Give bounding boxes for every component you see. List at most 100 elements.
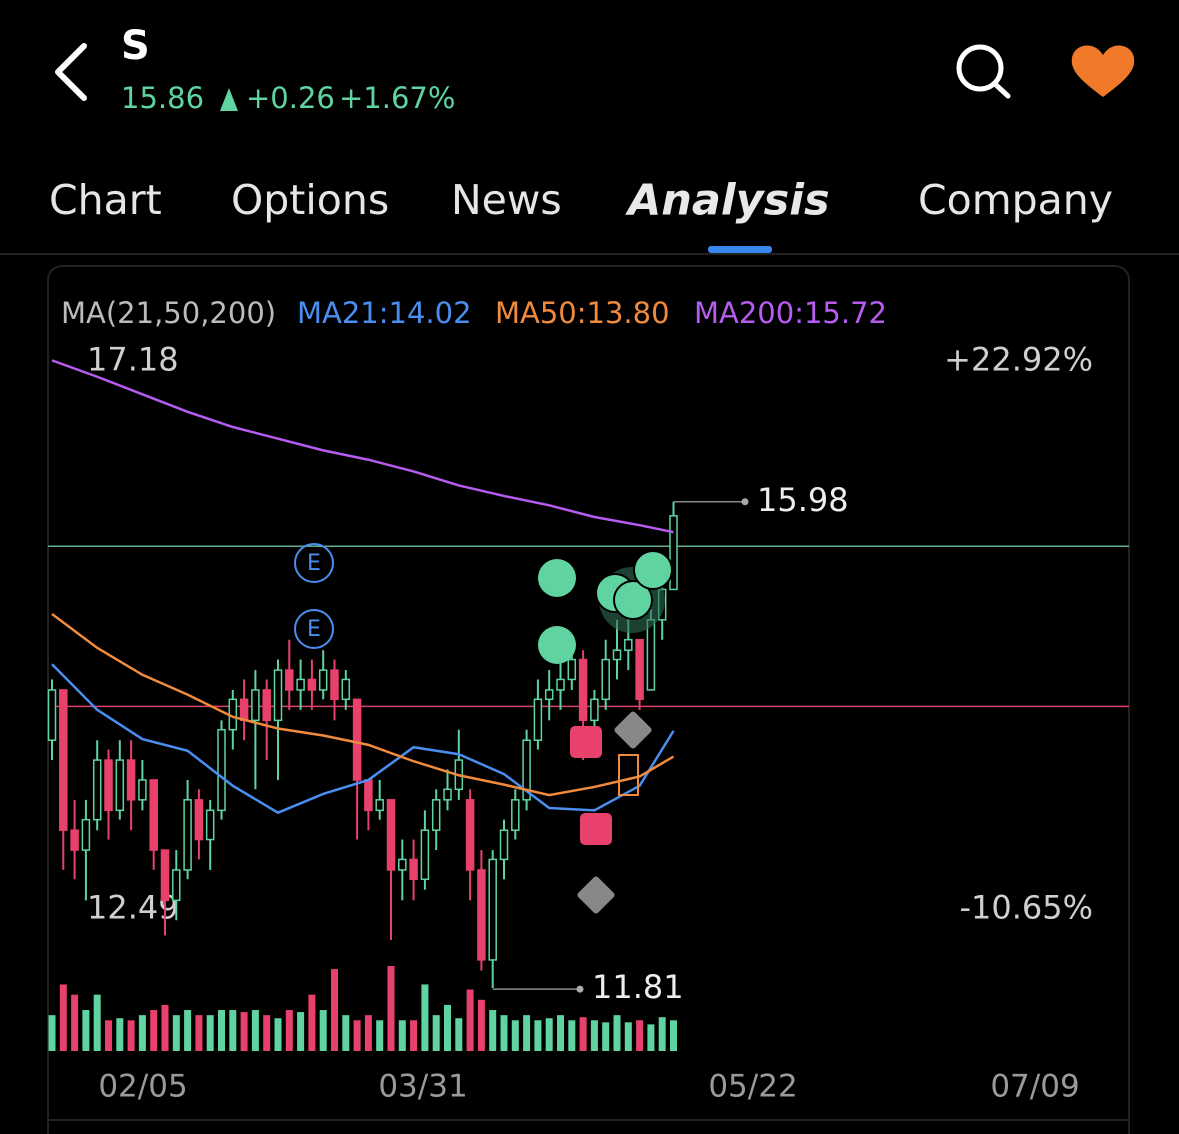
- candle-body: [624, 638, 633, 651]
- candle-body: [126, 759, 136, 801]
- ma-line: [51, 612, 675, 797]
- candle-body: [273, 669, 283, 722]
- candle-body: [375, 799, 384, 812]
- volume-bar: [150, 1010, 158, 1051]
- candle-body: [104, 759, 113, 812]
- volume-bar: [647, 1024, 655, 1051]
- candle-body: [318, 669, 328, 691]
- candle-body: [669, 515, 678, 591]
- volume-bar: [263, 1015, 271, 1051]
- earnings-marker: E: [307, 617, 321, 642]
- candle-body: [296, 678, 305, 691]
- candle-body: [183, 799, 192, 871]
- candle-body: [556, 678, 565, 691]
- tab-active[interactable]: Analysis: [625, 176, 830, 226]
- volume-bar: [658, 1017, 666, 1051]
- candle-body: [499, 829, 509, 861]
- volume-bar: [308, 994, 316, 1051]
- callout-label: 11.81: [592, 968, 684, 1006]
- tab[interactable]: Options: [231, 176, 389, 224]
- volume-bar: [477, 999, 485, 1051]
- volume-bar: [195, 1015, 203, 1051]
- volume-bar: [444, 1004, 451, 1051]
- volume-bar: [636, 1020, 644, 1051]
- candle-body: [646, 619, 656, 691]
- candle-body: [205, 809, 215, 841]
- symbol: S: [121, 23, 150, 69]
- candle-body: [635, 638, 644, 701]
- volume-bar: [331, 969, 338, 1051]
- volume-bar: [71, 994, 79, 1051]
- candle-body: [194, 799, 204, 841]
- volume-bar: [105, 1020, 112, 1051]
- tab-indicator: [708, 246, 772, 253]
- volume-bar: [410, 1020, 418, 1051]
- candle-body: [431, 799, 441, 831]
- candle-body: [352, 698, 362, 781]
- x-tick-label: 07/09: [990, 1069, 1079, 1105]
- candle-body: [47, 689, 57, 741]
- candle-body: [262, 689, 271, 722]
- volume-bar: [218, 1010, 225, 1051]
- candle-body: [533, 698, 543, 741]
- volume-bar: [376, 1020, 384, 1051]
- volume-bar: [127, 1020, 135, 1051]
- back-button[interactable]: [55, 43, 87, 101]
- ma-line: [51, 359, 674, 534]
- volume-bar: [364, 1015, 372, 1051]
- candle-body: [601, 658, 610, 701]
- callout-dot: [741, 498, 749, 506]
- candle-body: [477, 869, 486, 961]
- volume-bar: [557, 1015, 564, 1051]
- candle-body: [465, 799, 475, 871]
- volume-bar: [116, 1018, 124, 1051]
- volume-bar: [613, 1015, 621, 1051]
- volume-bar: [229, 1010, 237, 1051]
- y2-tick-label: +22.92%: [944, 341, 1093, 379]
- volume-bar: [48, 1015, 56, 1051]
- volume-bar: [432, 1015, 440, 1051]
- volume-bar: [624, 1022, 632, 1051]
- volume-bar: [523, 1015, 531, 1051]
- tab[interactable]: News: [451, 176, 562, 224]
- x-tick-label: 03/31: [378, 1069, 467, 1105]
- volume-bar: [93, 994, 101, 1051]
- indicator-label: MA(21,50,200): [61, 296, 276, 330]
- price: 15.86: [121, 81, 204, 115]
- volume-bar: [285, 1010, 293, 1051]
- earnings-marker: E: [307, 551, 321, 576]
- tab[interactable]: Company: [918, 176, 1113, 224]
- candle-body: [420, 829, 430, 881]
- volume-bar: [579, 1017, 587, 1051]
- candle-body: [251, 689, 260, 722]
- favorite-button[interactable]: [1071, 45, 1135, 97]
- y2-tick-label: -10.65%: [959, 889, 1093, 927]
- volume-bar: [398, 1020, 406, 1051]
- candle-body: [578, 658, 588, 722]
- volume-bar: [59, 984, 67, 1051]
- candle-body: [307, 678, 317, 691]
- candle-body: [115, 759, 125, 812]
- callout-label: 15.98: [757, 481, 849, 519]
- legend-entry: MA50:13.80: [495, 296, 670, 330]
- candle-body: [522, 739, 531, 801]
- candle-body: [160, 849, 170, 902]
- volume-bar: [353, 1020, 361, 1051]
- candle-body: [92, 759, 102, 821]
- candle-body: [544, 689, 554, 701]
- tab[interactable]: Chart: [49, 176, 162, 224]
- legend-entry: MA200:15.72: [694, 296, 887, 330]
- volume-bar: [251, 1010, 259, 1051]
- volume-bar: [82, 1010, 90, 1051]
- search-button[interactable]: [956, 44, 1011, 99]
- volume-bar: [387, 966, 395, 1051]
- candle-body: [70, 829, 79, 851]
- volume-bar: [206, 1015, 214, 1051]
- signals: E E: [294, 543, 673, 914]
- volume-bar: [670, 1020, 677, 1051]
- volume-bar: [184, 1010, 192, 1051]
- volume-bar: [568, 1020, 576, 1051]
- candle-body: [612, 649, 622, 661]
- volume-bar: [489, 1010, 497, 1051]
- x-tick-label: 02/05: [98, 1069, 187, 1105]
